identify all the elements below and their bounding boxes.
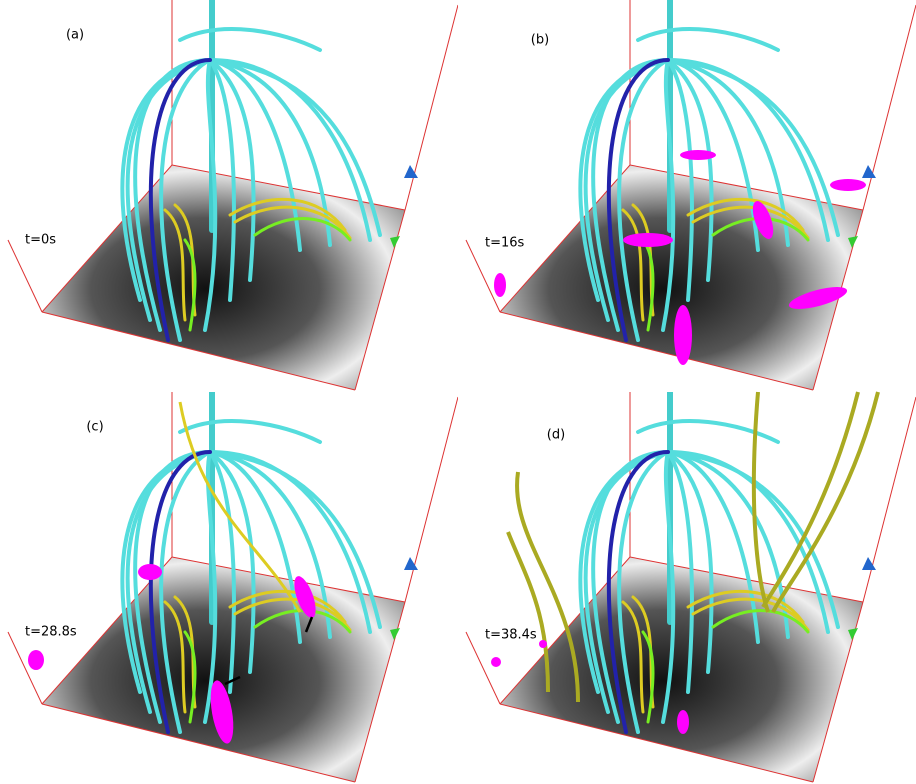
- panel-label: (a): [66, 28, 84, 43]
- panel-label: (c): [86, 420, 103, 435]
- panel-label: (b): [531, 33, 549, 48]
- panel-c: (c) t=28.8s: [8, 392, 458, 782]
- panel-a: (a) t=0s: [8, 0, 458, 390]
- time-label: t=0s: [25, 233, 56, 248]
- panel-d: (d) t=38.4s: [466, 392, 916, 782]
- page: {"panels": [ {"label": "(a)", "time": "t…: [0, 0, 916, 784]
- panel-b: (b) t=16s: [466, 0, 916, 390]
- time-label: t=16s: [485, 236, 525, 251]
- time-label: t=38.4s: [485, 628, 537, 643]
- panel-label: (d): [547, 428, 565, 443]
- time-label: t=28.8s: [25, 625, 77, 640]
- figure: (a) t=0s (b) t=16s (c): [0, 0, 916, 784]
